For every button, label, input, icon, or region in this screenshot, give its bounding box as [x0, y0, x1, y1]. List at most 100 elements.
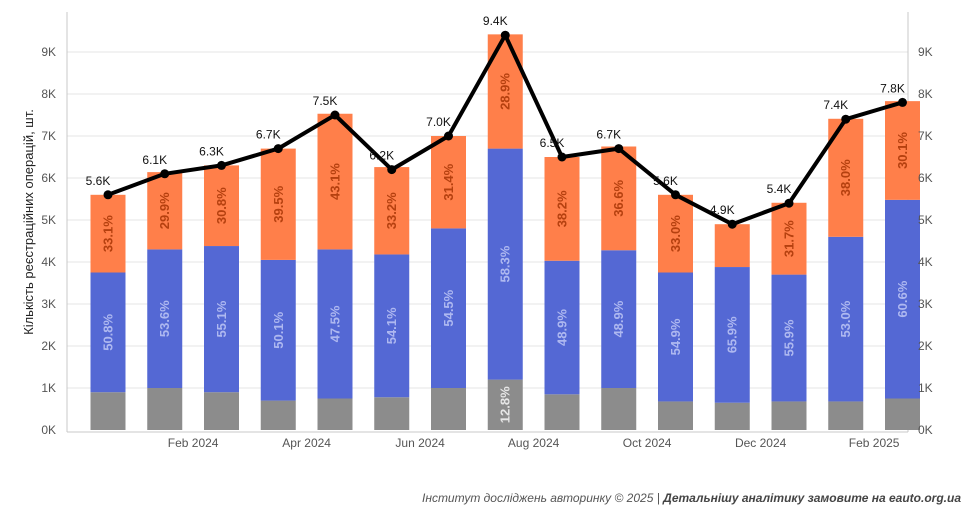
bars	[90, 34, 920, 430]
x-tick-label: Oct 2024	[623, 436, 672, 450]
bar-segment	[885, 199, 920, 399]
y-tick-label-right: 4K	[918, 255, 933, 269]
total-label: 6.7K	[256, 128, 281, 142]
bar-segment	[374, 167, 410, 255]
bar-segment	[658, 272, 693, 402]
segment-label: 60.6%	[895, 280, 910, 317]
y-tick-label-right: 6K	[918, 171, 933, 185]
bar-segment	[601, 250, 637, 388]
bar-segment	[544, 157, 580, 261]
bar-segment	[828, 236, 864, 402]
bar-segment	[714, 402, 750, 430]
total-point	[160, 169, 170, 179]
bar-segment	[544, 260, 580, 395]
total-line: 5.6K 6.1K 6.3K 6.7K 7.5K 6.2K 7.0K 9.4K 6.5K 6.7K…	[86, 14, 907, 229]
segment-label: 50.1%	[271, 311, 286, 348]
segment-label: 33.1%	[101, 215, 116, 252]
total-point	[671, 190, 680, 200]
bar-segment	[90, 272, 126, 393]
bar-segment	[204, 165, 239, 247]
footer-source: Інститут досліджень авторинку © 2025 |	[422, 491, 664, 505]
segment-label: 31.7%	[782, 220, 797, 257]
bar-segment	[260, 259, 296, 401]
bar-segment	[317, 249, 353, 399]
bar-segment	[828, 401, 864, 430]
bar-segment	[771, 202, 807, 275]
bar-segment	[658, 194, 693, 273]
segment-label: 38.0%	[838, 159, 853, 196]
bar-segment	[374, 397, 410, 430]
y-tick-label-right: 2K	[918, 339, 933, 353]
bar-segment	[90, 392, 126, 430]
total-point	[500, 30, 510, 40]
y-tick-label-right: 8K	[918, 87, 933, 101]
bar-segment	[714, 224, 750, 268]
x-tick-label: Dec 2024	[735, 436, 787, 450]
segment-label: 48.9%	[555, 309, 570, 346]
total-point	[217, 160, 226, 170]
bar-segment	[260, 400, 296, 430]
y-tick-label-left: 8K	[41, 87, 56, 101]
total-point	[330, 110, 340, 120]
total-label: 7.8K	[880, 81, 905, 95]
segment-label: 33.2%	[384, 192, 399, 229]
bar-segment	[487, 148, 523, 380]
segment-label: 30.1%	[895, 132, 910, 169]
y-tick-label-left: 3K	[41, 297, 56, 311]
bar-segment	[544, 394, 580, 430]
total-label: 4.9K	[710, 203, 735, 217]
y-tick-label-right: 9K	[918, 45, 933, 59]
total-label: 5.4K	[767, 182, 792, 196]
segment-label: 54.1%	[384, 307, 399, 344]
segment-label: 12.8%	[498, 386, 513, 423]
segment-label: 28.9%	[498, 73, 513, 110]
x-tick-label: Aug 2024	[508, 436, 560, 450]
y-tick-label-right: 5K	[918, 213, 933, 227]
bar-segment	[204, 392, 239, 430]
total-point	[614, 144, 624, 154]
total-label: 5.6K	[86, 174, 111, 188]
bar-segment	[885, 398, 920, 430]
segment-label: 53.0%	[838, 300, 853, 337]
segment-label: 48.9%	[611, 300, 626, 337]
segment-label: 53.6%	[157, 300, 172, 337]
bar-segment	[147, 172, 183, 250]
total-label: 6.1K	[142, 153, 167, 167]
total-label: 9.4K	[483, 14, 508, 28]
bar-segment	[204, 246, 239, 393]
segment-label: 39.5%	[271, 185, 286, 222]
y-tick-label-left: 7K	[41, 129, 56, 143]
segment-label: 55.1%	[214, 300, 229, 337]
y-tick-label-left: 6K	[41, 171, 56, 185]
bar-segment	[260, 148, 296, 260]
segment-label: 54.5%	[441, 289, 456, 326]
segment-label: 58.3%	[498, 245, 513, 282]
segment-labels: 50.8% 33.1% 53.6% 29.9% 55.1% 30.8% 50.1% 39.5%…	[101, 73, 911, 424]
y-tick-label-left: 4K	[41, 255, 56, 269]
segment-label: 30.8%	[214, 187, 229, 224]
y-tick-label-right: 7K	[918, 129, 933, 143]
y-tick-label-left: 9K	[41, 45, 56, 59]
bar-segment	[771, 274, 807, 402]
bar-segment	[317, 113, 353, 250]
bar-segment	[147, 388, 183, 430]
x-tick-label: Jun 2024	[395, 436, 445, 450]
total-point	[387, 165, 397, 175]
y-tick-label-left: 5K	[41, 213, 56, 227]
total-point	[273, 144, 283, 154]
y-axis-title: Кількість реєстраційних операцій, шт.	[21, 109, 36, 335]
bar-segment	[431, 388, 466, 430]
bar-segment	[601, 146, 637, 251]
footer-credit: Інститут досліджень авторинку © 2025 | Д…	[422, 491, 961, 505]
y-tick-label-left: 2K	[41, 339, 56, 353]
segment-label: 43.1%	[328, 163, 343, 200]
segment-label: 50.8%	[101, 313, 116, 350]
bar-segment	[431, 228, 466, 388]
total-label: 7.0K	[426, 115, 451, 129]
y-tick-label-right: 3K	[918, 297, 933, 311]
bar-segment	[885, 101, 920, 200]
segment-label: 31.4%	[441, 163, 456, 200]
segment-label: 36.6%	[611, 180, 626, 217]
x-tick-label: Apr 2024	[282, 436, 331, 450]
